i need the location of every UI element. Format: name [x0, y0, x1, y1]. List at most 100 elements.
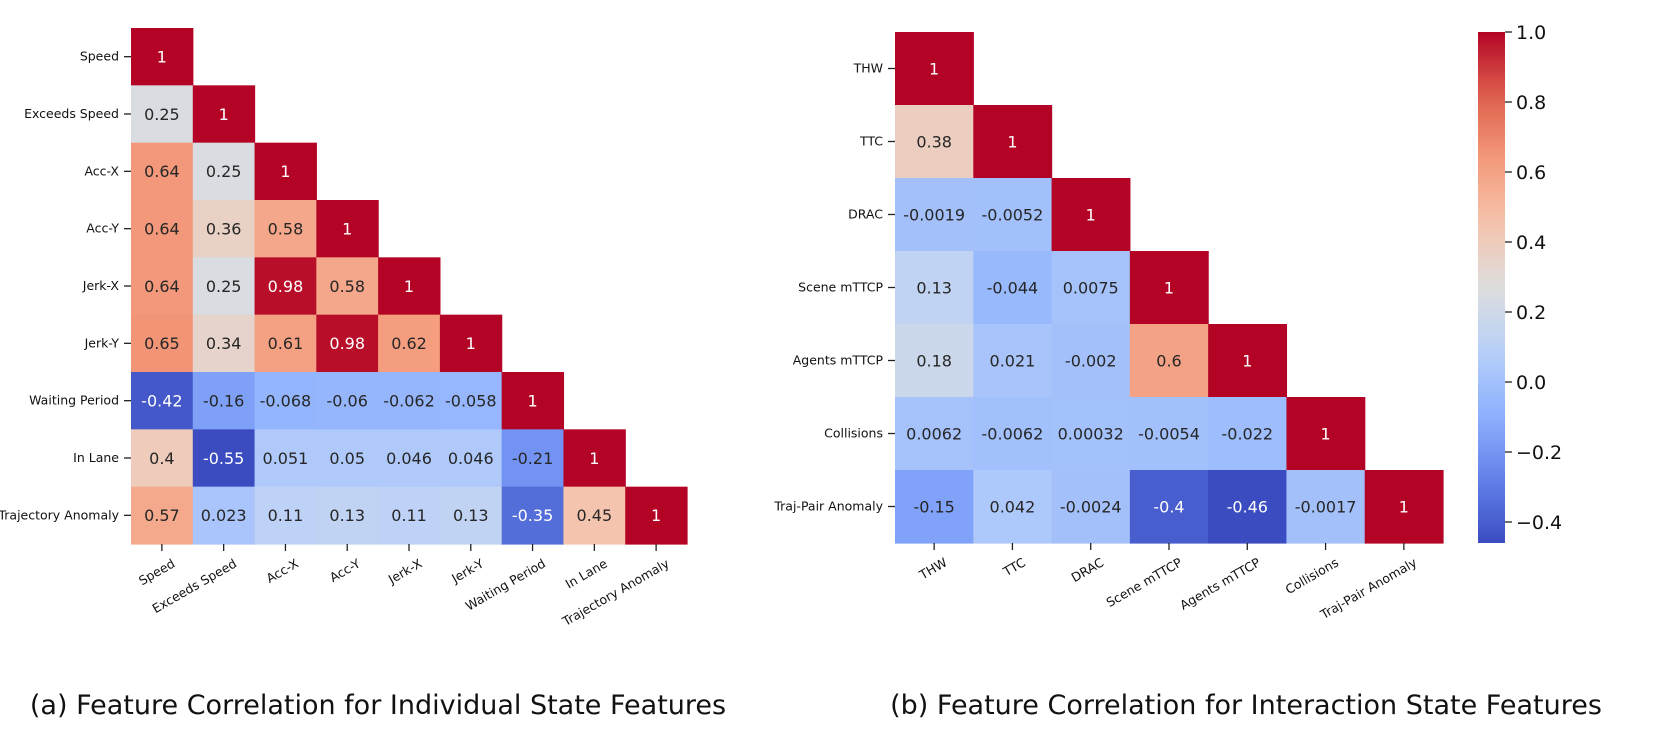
heatmap-cell: [895, 105, 974, 179]
colorbar-tick-label: 0.0: [1516, 372, 1546, 394]
heatmap-cell: [192, 85, 256, 144]
heatmap-cell: [192, 372, 256, 430]
heatmap-cell: [1051, 178, 1131, 252]
cell-value-label: 0.4: [149, 449, 174, 468]
cell-value-label: 0.57: [144, 506, 180, 525]
cell-value-label: 0.051: [263, 449, 309, 468]
y-tick-label: TTC: [859, 134, 883, 149]
heatmap-cell: [378, 486, 441, 545]
colorbar-tick-label: 0.6: [1516, 162, 1546, 184]
cell-value-label: 0.64: [144, 162, 180, 181]
heatmap-cell: [895, 32, 974, 106]
cell-value-label: 0.64: [144, 277, 180, 296]
y-tick-label: Collisions: [824, 426, 883, 441]
heatmap-cell: [1286, 397, 1366, 471]
y-tick-label: Jerk-X: [82, 278, 120, 293]
cell-value-label: -0.35: [512, 506, 553, 525]
heatmap-cell: [895, 178, 974, 252]
heatmap-cell: [1208, 470, 1288, 544]
cell-value-label: 0.0062: [906, 424, 962, 443]
cell-value-label: -0.058: [445, 391, 497, 410]
heatmap-cell: [131, 486, 194, 545]
cell-value-label: 0.25: [206, 277, 242, 296]
cell-value-label: 0.11: [268, 506, 304, 525]
cell-value-label: -0.15: [913, 497, 954, 516]
cell-value-label: 0.98: [329, 334, 365, 353]
cell-value-label: -0.068: [260, 391, 312, 410]
cell-value-label: -0.062: [383, 391, 435, 410]
heatmap-cell: [973, 324, 1053, 398]
heatmap-cell: [1051, 251, 1131, 325]
heatmap-cell: [378, 372, 441, 430]
x-tick-label: Trajectory Anomaly: [559, 555, 672, 629]
cell-value-label: -0.0024: [1060, 497, 1122, 516]
heatmap-cell: [439, 314, 503, 373]
cell-value-label: 1: [1086, 205, 1096, 224]
cell-value-label: 0.11: [391, 506, 427, 525]
heatmap-cell: [1129, 251, 1209, 325]
heatmap-cell: [316, 200, 379, 258]
heatmap-cell: [895, 324, 974, 398]
y-tick-label: Agents mTTCP: [793, 353, 884, 368]
heatmap-cell: [439, 486, 503, 545]
cell-value-label: 1: [651, 506, 661, 525]
heatmap-cell: [131, 200, 194, 258]
cell-value-label: -0.4: [1153, 497, 1184, 516]
heatmap-cell: [973, 251, 1053, 325]
cell-value-label: 0.046: [386, 449, 432, 468]
y-tick-label: Trajectory Anomaly: [0, 507, 120, 522]
y-tick-label: In Lane: [73, 450, 119, 465]
colorbar-tick-label: −0.2: [1516, 442, 1562, 464]
heatmap-cell: [563, 429, 626, 488]
heatmap-cell: [501, 429, 565, 488]
cell-value-label: 1: [342, 219, 352, 238]
heatmap-cell: [973, 470, 1053, 544]
x-tick-label: THW: [916, 555, 950, 583]
heatmap-cell: [254, 372, 317, 430]
colorbar-tick-label: 1.0: [1516, 22, 1546, 44]
heatmap-cell: [501, 486, 565, 545]
y-tick-label: Scene mTTCP: [798, 280, 883, 295]
x-tick-label: Scene mTTCP: [1104, 554, 1185, 610]
cell-value-label: 1: [527, 391, 537, 410]
x-tick-label: Jerk-X: [385, 555, 425, 587]
heatmap-cell: [563, 486, 626, 545]
colorbar-tick-label: 0.2: [1516, 302, 1546, 324]
y-tick-label: Acc-X: [84, 163, 119, 178]
heatmap-cell: [131, 372, 194, 430]
cell-value-label: 0.25: [206, 162, 242, 181]
x-tick-label: Agents mTTCP: [1177, 554, 1263, 612]
x-tick-label: Collisions: [1283, 555, 1341, 597]
x-tick-label: Speed: [136, 556, 177, 589]
cell-value-label: 1: [466, 334, 476, 353]
x-tick-label: Jerk-Y: [448, 555, 486, 586]
heatmap-cell: [192, 142, 256, 201]
heatmap-cell: [254, 200, 317, 258]
heatmap-cell: [192, 200, 256, 258]
heatmap-cell: [1208, 397, 1288, 471]
colorbar: 1.0 0.8 0.6 0.4 0.2 0.0 −0.2 −0.4: [1478, 22, 1562, 543]
heatmap-cell: [1051, 324, 1131, 398]
cell-value-label: -0.55: [203, 449, 244, 468]
heatmap-cell: [895, 251, 974, 325]
colorbar-gradient: [1478, 32, 1505, 543]
heatmap-cell: [1051, 397, 1131, 471]
cell-value-label: 0.25: [144, 105, 180, 124]
colorbar-tick-label: −0.4: [1516, 512, 1562, 534]
cell-value-label: -0.0019: [903, 205, 965, 224]
y-tick-label: Acc-Y: [86, 221, 119, 236]
cell-value-label: 1: [589, 449, 599, 468]
x-tick-label: Acc-Y: [327, 555, 363, 585]
cell-value-label: 0.0075: [1063, 278, 1119, 297]
colorbar-tick-label: 0.8: [1516, 92, 1546, 114]
heatmap-cell: [254, 486, 317, 545]
cell-value-label: 0.042: [990, 497, 1036, 516]
cell-value-label: -0.0062: [982, 424, 1044, 443]
caption-b: (b) Feature Correlation for Interaction …: [890, 690, 1602, 721]
cell-value-label: -0.21: [512, 449, 553, 468]
heatmap-cell: [131, 142, 194, 201]
caption-a: (a) Feature Correlation for Individual S…: [29, 690, 727, 721]
x-tick-label: TTC: [1000, 554, 1029, 579]
cell-value-label: 0.58: [329, 277, 365, 296]
